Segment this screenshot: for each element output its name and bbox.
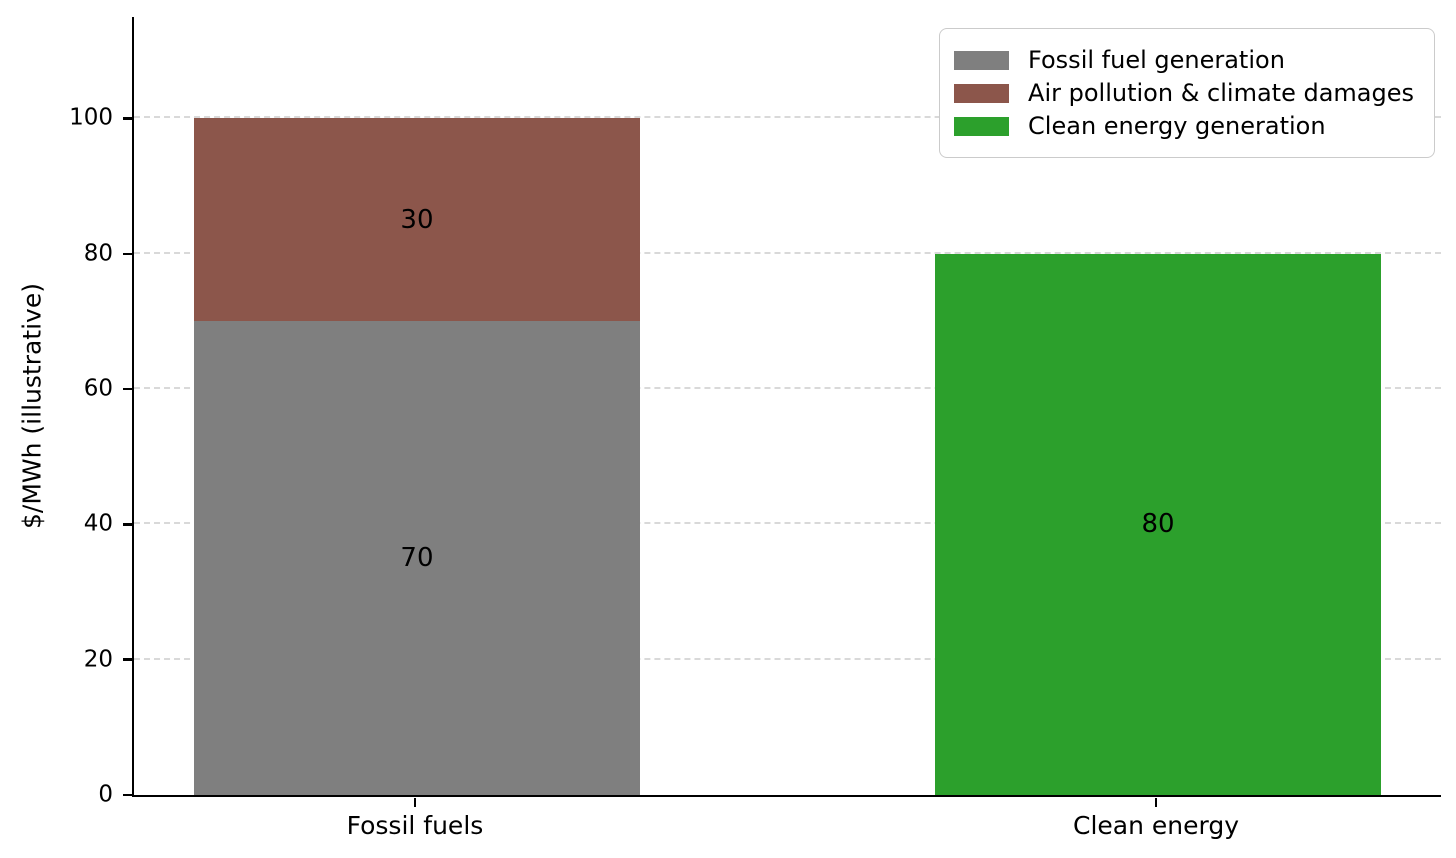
legend-item-air-pollution-climate-damages: Air pollution & climate damages bbox=[954, 81, 1414, 105]
y-tick-label: 60 bbox=[83, 375, 113, 402]
bar-value-label: 30 bbox=[400, 204, 434, 235]
gridline-y80 bbox=[134, 251, 1441, 254]
legend-item-fossil-fuel-generation: Fossil fuel generation bbox=[954, 48, 1414, 72]
legend-swatch-air-pollution-climate-damages bbox=[954, 83, 1010, 103]
bar-value-label: 70 bbox=[400, 543, 434, 574]
gridline-y20 bbox=[134, 657, 1441, 660]
x-tick-mark bbox=[1154, 797, 1158, 807]
legend-label: Fossil fuel generation bbox=[1028, 46, 1285, 74]
y-tick-mark bbox=[123, 387, 132, 391]
gridline-y40 bbox=[134, 522, 1441, 525]
bar-segment-fossil-fuels-air-pollution-climate-damages bbox=[194, 118, 640, 322]
gridline-y100 bbox=[134, 116, 1441, 119]
y-tick-mark bbox=[123, 658, 132, 661]
bar-value-label: 80 bbox=[1141, 509, 1175, 540]
x-tick-label-clean-energy: Clean energy bbox=[1073, 811, 1240, 840]
bar-segment-fossil-fuels-fossil-fuel-generation bbox=[194, 321, 640, 795]
y-tick-mark bbox=[123, 252, 132, 256]
y-tick-label: 0 bbox=[98, 781, 113, 808]
gridline-y60 bbox=[134, 387, 1441, 390]
legend-item-clean-energy-generation: Clean energy generation bbox=[954, 114, 1414, 138]
y-tick-label: 80 bbox=[83, 240, 113, 267]
y-tick-mark bbox=[123, 117, 132, 120]
legend-label: Clean energy generation bbox=[1028, 112, 1326, 140]
legend-swatch-fossil-fuel-generation bbox=[954, 50, 1010, 70]
y-axis-title: $/MWh (illustrative) bbox=[17, 283, 47, 529]
legend-swatch-clean-energy-generation bbox=[954, 116, 1010, 136]
bar-segment-clean-energy-clean-energy-generation bbox=[935, 253, 1381, 795]
y-tick-mark bbox=[123, 793, 132, 797]
x-tick-mark bbox=[413, 797, 417, 807]
y-tick-label: 100 bbox=[69, 104, 113, 131]
y-tick-mark bbox=[123, 523, 132, 526]
y-tick-label: 40 bbox=[83, 510, 113, 537]
y-tick-label: 20 bbox=[83, 646, 113, 673]
legend-label: Air pollution & climate damages bbox=[1028, 79, 1414, 107]
legend: Fossil fuel generation Air pollution & cl… bbox=[939, 28, 1435, 158]
plot-area: Fossil fuel generation Air pollution & cl… bbox=[132, 17, 1441, 797]
x-tick-label-fossil-fuels: Fossil fuels bbox=[346, 811, 484, 840]
